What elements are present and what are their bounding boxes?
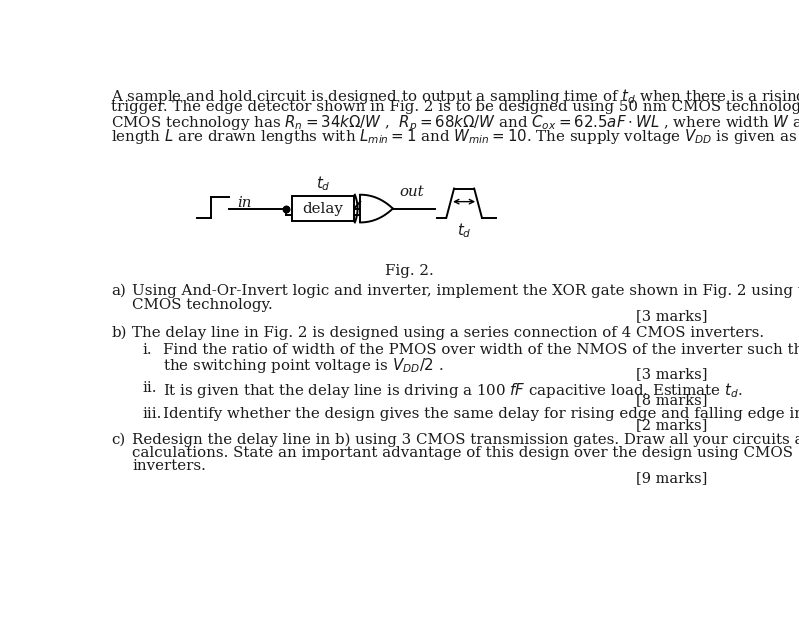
Text: It is given that the delay line is driving a 100 $fF$ capacitive load. Estimate : It is given that the delay line is drivi… bbox=[164, 381, 743, 401]
Text: Using And-Or-Invert logic and inverter, implement the XOR gate shown in Fig. 2 u: Using And-Or-Invert logic and inverter, … bbox=[133, 284, 799, 298]
Text: [3 marks]: [3 marks] bbox=[636, 309, 707, 323]
Text: CMOS technology.: CMOS technology. bbox=[133, 298, 273, 311]
Text: Redesign the delay line in b) using 3 CMOS transmission gates. Draw all your cir: Redesign the delay line in b) using 3 CM… bbox=[133, 432, 799, 447]
Text: i.: i. bbox=[142, 342, 152, 357]
Text: Identify whether the design gives the same delay for rising edge and falling edg: Identify whether the design gives the sa… bbox=[164, 407, 799, 421]
Text: $t_d$: $t_d$ bbox=[316, 175, 330, 193]
Text: delay: delay bbox=[303, 202, 344, 215]
Text: Find the ratio of width of the PMOS over width of the NMOS of the inverter such : Find the ratio of width of the PMOS over… bbox=[164, 342, 799, 357]
Text: b): b) bbox=[112, 326, 127, 340]
Text: inverters.: inverters. bbox=[133, 459, 206, 474]
Text: ii.: ii. bbox=[142, 381, 157, 396]
Text: c): c) bbox=[112, 432, 125, 447]
Text: CMOS technology has $R_n = 34k\Omega/W$ ,  $R_p = 68k\Omega/W$ and $C_{ox} = 62.: CMOS technology has $R_n = 34k\Omega/W$ … bbox=[111, 114, 799, 134]
Text: The delay line in Fig. 2 is designed using a series connection of 4 CMOS inverte: The delay line in Fig. 2 is designed usi… bbox=[133, 326, 765, 340]
Text: calculations. State an important advantage of this design over the design using : calculations. State an important advanta… bbox=[133, 446, 793, 460]
Text: the switching point voltage is $V_{DD}/2$ .: the switching point voltage is $V_{DD}/2… bbox=[164, 356, 443, 375]
Text: length $L$ are drawn lengths with $L_{min} = 1$ and $W_{min}=10$. The supply vol: length $L$ are drawn lengths with $L_{mi… bbox=[111, 127, 799, 146]
Text: Fig. 2.: Fig. 2. bbox=[385, 264, 434, 278]
Text: in: in bbox=[237, 196, 252, 210]
Text: a): a) bbox=[112, 284, 126, 298]
Text: trigger. The edge detector shown in Fig. 2 is to be designed using 50 nm CMOS te: trigger. The edge detector shown in Fig.… bbox=[111, 100, 799, 114]
Text: [8 marks]: [8 marks] bbox=[636, 393, 707, 407]
Text: out: out bbox=[399, 185, 423, 198]
Text: [9 marks]: [9 marks] bbox=[636, 471, 707, 485]
Text: [3 marks]: [3 marks] bbox=[636, 367, 707, 382]
Bar bbox=[292, 196, 354, 221]
Text: iii.: iii. bbox=[142, 407, 162, 421]
Text: $t_d$: $t_d$ bbox=[457, 221, 471, 240]
Polygon shape bbox=[360, 195, 393, 222]
Text: A sample and hold circuit is designed to output a sampling time of $t_d$ when th: A sample and hold circuit is designed to… bbox=[111, 87, 799, 106]
Text: [2 marks]: [2 marks] bbox=[636, 418, 707, 433]
